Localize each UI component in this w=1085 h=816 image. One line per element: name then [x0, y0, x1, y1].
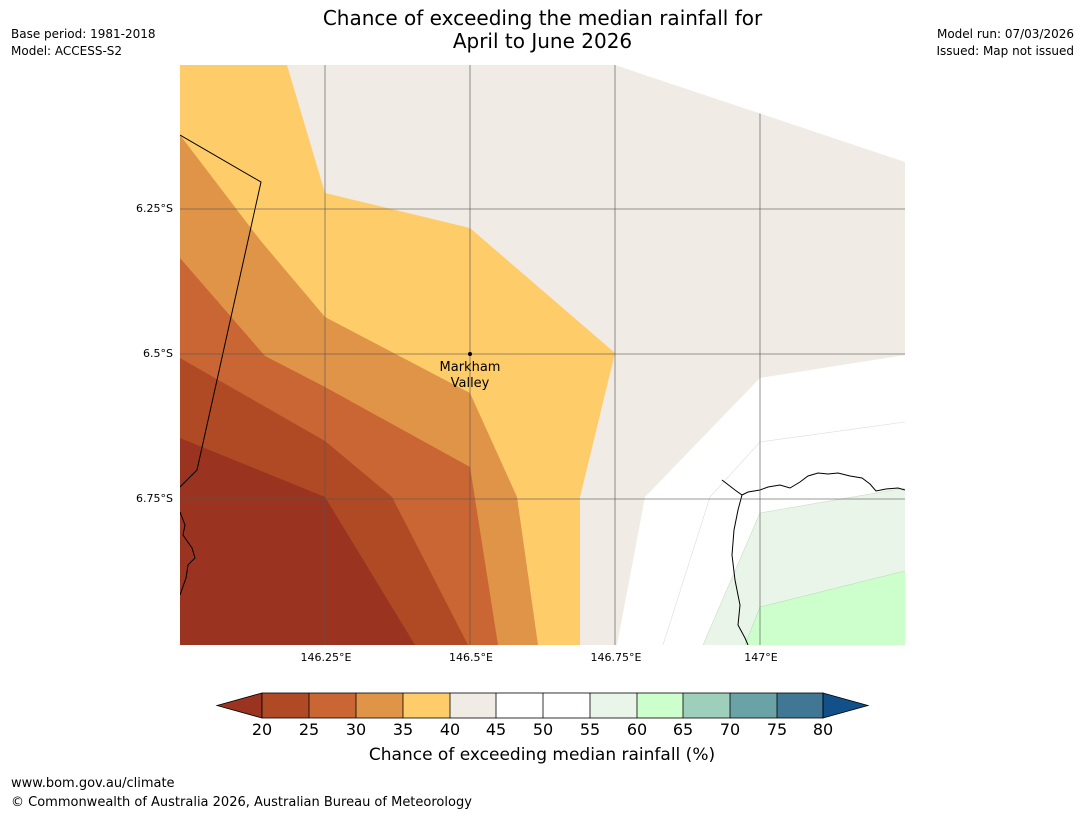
colorbar-tick: 60 — [626, 720, 648, 739]
metadata-right: Model run: 07/03/2026 Issued: Map not is… — [936, 26, 1074, 60]
place-label: Markham Valley — [420, 360, 520, 392]
band-below-20 — [180, 438, 415, 645]
colorbar-extend-high — [822, 692, 870, 719]
colorbar-bin — [262, 693, 309, 718]
place-name-line-2: Valley — [450, 376, 490, 391]
colorbar-extend-low — [215, 692, 263, 719]
colorbar-bin — [450, 693, 496, 718]
no-data-area — [615, 65, 905, 162]
colorbar-label: Chance of exceeding median rainfall (%) — [368, 745, 716, 765]
title-line-1: Chance of exceeding the median rainfall … — [322, 6, 763, 30]
colorbar-bin — [730, 693, 777, 718]
model-name: Model: ACCESS-S2 — [11, 44, 123, 58]
colorbar-tick: 80 — [812, 720, 834, 739]
colorbar-tick: 50 — [532, 720, 554, 739]
colorbar-bin — [356, 693, 403, 718]
colorbar-tick: 25 — [298, 720, 320, 739]
issued-status: Issued: Map not issued — [936, 44, 1074, 58]
coastline-west — [180, 511, 196, 596]
colorbar-tick: 20 — [251, 720, 273, 739]
lon-label: 146.75°E — [590, 651, 642, 664]
colorbar-bin — [683, 693, 730, 718]
metadata-left: Base period: 1981-2018 Model: ACCESS-S2 — [11, 26, 156, 60]
colorbar-bin — [543, 693, 590, 718]
colorbar-tick: 40 — [439, 720, 461, 739]
colorbar-bin — [777, 693, 823, 718]
place-name-line-1: Markham — [439, 360, 501, 375]
footer-url[interactable]: www.bom.gov.au/climate — [11, 776, 175, 791]
colorbar-tick: 30 — [345, 720, 367, 739]
colorbar-tick: 65 — [672, 720, 694, 739]
province-border — [180, 134, 262, 488]
colorbar — [215, 692, 870, 719]
lon-label: 146.25°E — [300, 651, 352, 664]
colorbar-bin — [496, 693, 543, 718]
colorbar-bin — [403, 693, 450, 718]
contour-line — [662, 421, 905, 645]
model-run: Model run: 07/03/2026 — [936, 27, 1074, 41]
map-title: Chance of exceeding the median rainfall … — [0, 7, 1085, 53]
base-period: Base period: 1981-2018 — [11, 27, 156, 41]
rainfall-map[interactable] — [180, 65, 905, 645]
colorbar-tick: 35 — [392, 720, 414, 739]
lon-label: 147°E — [744, 651, 778, 664]
coastline-east-south — [731, 494, 749, 645]
lat-label: 6.75°S — [136, 492, 173, 505]
title-line-2: April to June 2026 — [452, 29, 633, 53]
lat-label: 6.5°S — [143, 347, 173, 360]
colorbar-tick: 70 — [719, 720, 741, 739]
colorbar-tick: 75 — [766, 720, 788, 739]
colorbar-tick: 45 — [485, 720, 507, 739]
coastline-east — [721, 472, 905, 496]
colorbar-tick: 55 — [579, 720, 601, 739]
footer-copyright: © Commonwealth of Australia 2026, Austra… — [11, 795, 472, 810]
colorbar-bin — [590, 693, 637, 718]
colorbar-bin — [637, 693, 683, 718]
graticule — [180, 65, 905, 645]
markham-valley-marker — [468, 352, 472, 356]
colorbar-bin — [309, 693, 356, 718]
lat-label: 6.25°S — [136, 202, 173, 215]
band-60-65 — [745, 571, 905, 645]
lon-label: 146.5°E — [449, 651, 493, 664]
